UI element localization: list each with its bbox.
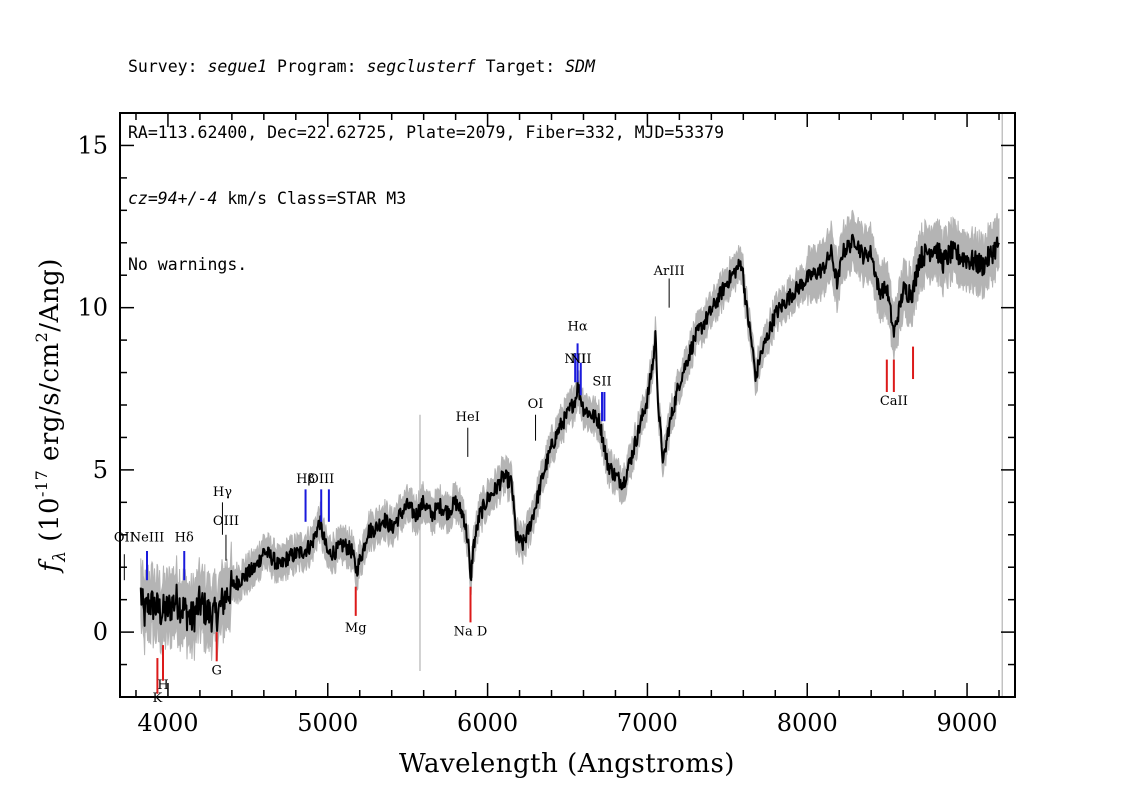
survey-value: segue1: [207, 57, 268, 76]
line-label: Hδ: [175, 530, 194, 545]
header-line-redshift: cz=94+/-4 km/s Class=STAR M3: [128, 188, 724, 210]
y-tick-label: 0: [93, 618, 108, 646]
program-value: segclusterf: [366, 57, 476, 76]
class-value: km/s Class=STAR M3: [217, 189, 407, 208]
program-label: Program:: [267, 57, 367, 76]
line-label: Hγ: [213, 485, 232, 500]
x-tick-label: 5000: [297, 709, 358, 737]
line-label: NII: [570, 352, 592, 367]
y-title-close: /Ang): [35, 258, 65, 332]
line-label: OI: [528, 397, 544, 412]
x-tick-label: 8000: [777, 709, 838, 737]
y-title-open: (10: [35, 497, 65, 551]
x-tick-label: 7000: [617, 709, 678, 737]
line-label: OIII: [213, 514, 239, 529]
target-value: SDM: [565, 57, 595, 76]
axes-layer: 4000 5000 6000 7000 8000 9000 0 5 10 15: [77, 112, 1016, 737]
x-tick-label: 6000: [457, 709, 518, 737]
spectrum-layer: [139, 233, 1000, 633]
error-band: [140, 209, 1000, 661]
target-label: Target:: [475, 57, 566, 76]
line-label: OIII: [308, 472, 334, 487]
header-line-warnings: No warnings.: [128, 255, 248, 274]
spectrum-line: [139, 233, 1000, 633]
y-tick-label: 5: [93, 456, 108, 484]
x-tick-label: 9000: [937, 709, 998, 737]
line-label: ArIII: [653, 264, 685, 279]
y-title-mid: erg/s/cm: [35, 342, 65, 469]
y-title-exp2: 2: [32, 332, 51, 343]
y-title-f: f: [35, 558, 65, 574]
line-label: G: [211, 663, 221, 678]
header-line-coords: RA=113.62400, Dec=22.62725, Plate=2079, …: [128, 123, 725, 142]
line-label: HeI: [456, 410, 480, 425]
y-tick-label: 15: [77, 131, 108, 159]
spectrum-header: Survey: segue1 Program: segclusterf Targ…: [128, 12, 724, 298]
y-axis-title: fλ (10-17 erg/s/cm2/Ang): [32, 258, 70, 574]
y-title-sub: λ: [50, 550, 70, 562]
line-label: Hα: [568, 319, 588, 334]
line-label: H: [157, 678, 168, 693]
line-label: NeIII: [130, 530, 164, 545]
line-label: CaII: [880, 394, 908, 409]
survey-label: Survey:: [128, 57, 208, 76]
line-label: Mg: [345, 621, 367, 636]
y-title-exp1: -17: [32, 470, 51, 497]
y-tick-label: 10: [77, 294, 108, 322]
line-label: Hβ: [296, 472, 315, 487]
line-label: SII: [592, 375, 611, 390]
line-label: K: [153, 691, 163, 706]
x-tick-label: 4000: [137, 709, 198, 737]
error-band-layer: [140, 113, 1003, 697]
redshift-value: cz=94+/-4: [128, 189, 218, 208]
line-label: Na D: [454, 624, 488, 639]
x-axis-title: Wavelength (Angstroms): [399, 749, 735, 779]
header-line-survey: Survey: segue1 Program: segclusterf Targ…: [128, 56, 724, 78]
